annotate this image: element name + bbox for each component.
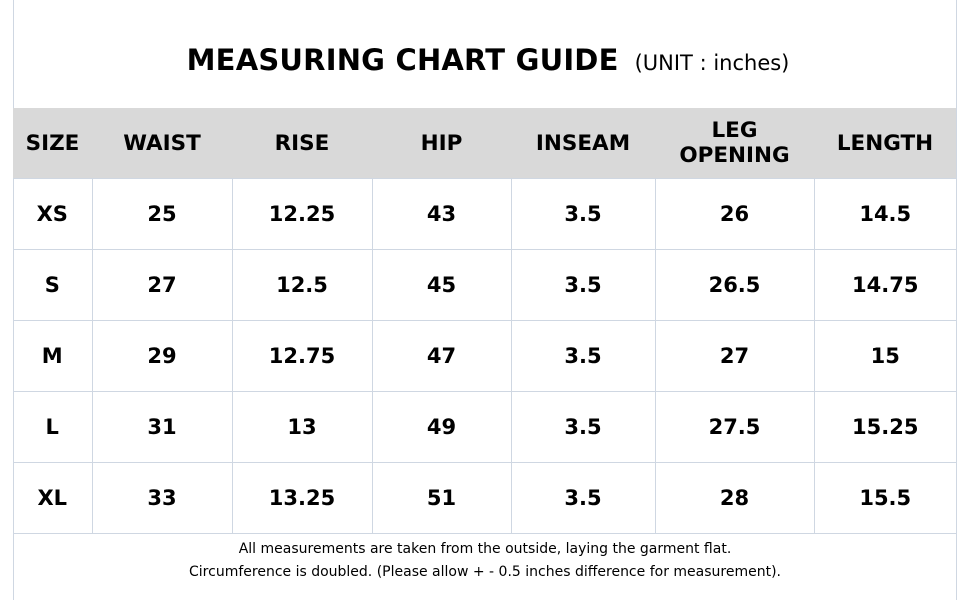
cell-waist: 31 (91, 391, 233, 463)
cell-leg-opening: 27.5 (654, 391, 815, 463)
cell-size: S (13, 249, 93, 321)
cell-rise: 12.5 (231, 249, 373, 321)
cell-length: 15.25 (813, 391, 956, 463)
cell-hip: 45 (371, 249, 512, 321)
cell-rise: 12.75 (231, 320, 373, 392)
table-row: M 29 12.75 47 3.5 27 15 (13, 320, 956, 392)
title-row: MEASURING CHART GUIDE (UNIT : inches) (0, 0, 970, 108)
header-row: SIZE WAIST RISE HIP INSEAM LEG OPENING L… (13, 108, 956, 179)
cell-size: XS (13, 178, 93, 250)
cell-waist: 25 (91, 178, 233, 250)
cell-inseam: 3.5 (510, 320, 656, 392)
cell-size: M (13, 320, 93, 392)
cell-hip: 49 (371, 391, 512, 463)
cell-leg-opening: 27 (654, 320, 815, 392)
cell-leg-opening: 28 (654, 462, 815, 534)
chart-title: MEASURING CHART GUIDE (186, 43, 619, 77)
column-header-inseam: INSEAM (511, 108, 655, 179)
title-group: MEASURING CHART GUIDE (UNIT : inches) (187, 43, 790, 77)
cell-size: L (13, 391, 93, 463)
note-line-2: Circumference is doubled. (Please allow … (189, 564, 781, 580)
cell-length: 14.5 (813, 178, 956, 250)
cell-rise: 12.25 (231, 178, 373, 250)
cell-waist: 27 (91, 249, 233, 321)
table-row: L 31 13 49 3.5 27.5 15.25 (13, 391, 956, 463)
cell-waist: 33 (91, 462, 233, 534)
note-line-1: All measurements are taken from the outs… (238, 541, 732, 557)
right-border (956, 0, 957, 600)
cell-rise: 13 (231, 391, 373, 463)
cell-inseam: 3.5 (510, 391, 656, 463)
cell-inseam: 3.5 (510, 249, 656, 321)
cell-hip: 43 (371, 178, 512, 250)
cell-hip: 51 (371, 462, 512, 534)
table-row: XS 25 12.25 43 3.5 26 14.5 (13, 178, 956, 250)
cell-size: XL (13, 462, 93, 534)
cell-inseam: 3.5 (510, 462, 656, 534)
column-header-waist: WAIST (92, 108, 232, 179)
cell-leg-opening: 26.5 (654, 249, 815, 321)
table-row: S 27 12.5 45 3.5 26.5 14.75 (13, 249, 956, 321)
cell-rise: 13.25 (231, 462, 373, 534)
table-body: XS 25 12.25 43 3.5 26 14.5 S 27 12.5 45 … (13, 178, 956, 534)
cell-inseam: 3.5 (510, 178, 656, 250)
column-header-hip: HIP (372, 108, 511, 179)
cell-length: 15 (813, 320, 956, 392)
column-header-leg-opening: LEG OPENING (655, 108, 814, 179)
cell-length: 15.5 (813, 462, 956, 534)
column-header-rise: RISE (232, 108, 372, 179)
size-table: SIZE WAIST RISE HIP INSEAM LEG OPENING L… (13, 108, 956, 534)
cell-leg-opening: 26 (654, 178, 815, 250)
cell-waist: 29 (91, 320, 233, 392)
measurement-notes: All measurements are taken from the outs… (0, 538, 970, 584)
cell-length: 14.75 (813, 249, 956, 321)
table-row: XL 33 13.25 51 3.5 28 15.5 (13, 462, 956, 534)
cell-hip: 47 (371, 320, 512, 392)
column-header-length: LENGTH (814, 108, 956, 179)
column-header-size: SIZE (13, 108, 92, 179)
unit-label: (UNIT : inches) (634, 51, 790, 75)
table-header: SIZE WAIST RISE HIP INSEAM LEG OPENING L… (13, 108, 956, 179)
